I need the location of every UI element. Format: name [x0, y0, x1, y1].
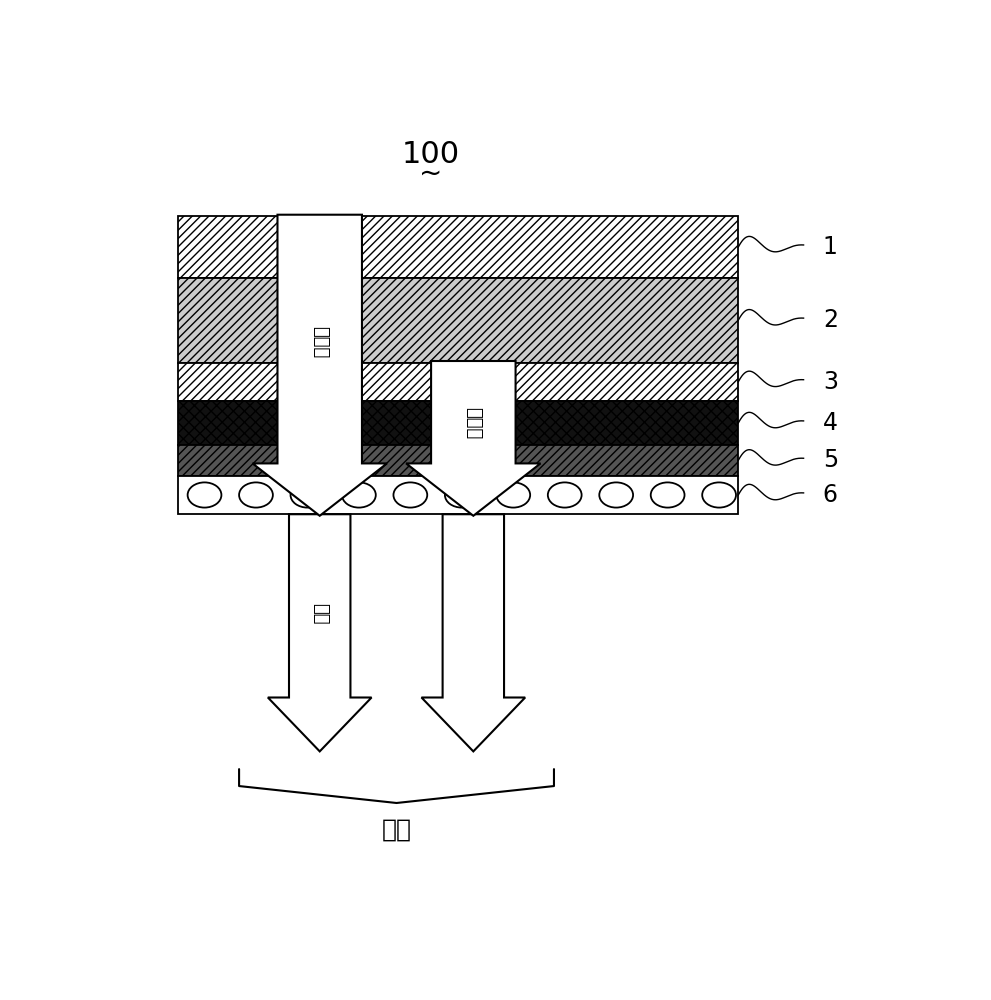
Ellipse shape	[342, 482, 376, 508]
Bar	[177, 216, 738, 278]
Bar	[177, 278, 738, 363]
Text: 6: 6	[823, 483, 837, 507]
Text: 白光: 白光	[382, 818, 411, 842]
Ellipse shape	[600, 482, 633, 508]
Bar	[177, 476, 738, 514]
Bar	[177, 401, 738, 445]
Ellipse shape	[703, 482, 736, 508]
Polygon shape	[406, 361, 540, 516]
Text: 光绿红: 光绿红	[311, 326, 329, 358]
Polygon shape	[421, 514, 525, 751]
Ellipse shape	[393, 482, 427, 508]
Text: ~: ~	[419, 160, 443, 188]
Text: 4: 4	[823, 411, 837, 435]
Ellipse shape	[651, 482, 685, 508]
Text: 光蓝: 光蓝	[311, 603, 329, 624]
Text: 光绿红: 光绿红	[465, 407, 483, 439]
Bar	[177, 445, 738, 476]
Polygon shape	[268, 514, 372, 751]
Ellipse shape	[496, 482, 530, 508]
Ellipse shape	[290, 482, 324, 508]
Text: 1: 1	[823, 235, 837, 259]
Polygon shape	[253, 215, 386, 516]
Ellipse shape	[187, 482, 221, 508]
Ellipse shape	[239, 482, 273, 508]
Bar	[177, 363, 738, 401]
Ellipse shape	[445, 482, 479, 508]
Text: 5: 5	[823, 448, 838, 472]
Text: 3: 3	[823, 370, 837, 394]
Text: 2: 2	[823, 308, 837, 332]
Text: 100: 100	[402, 140, 460, 169]
Ellipse shape	[548, 482, 582, 508]
